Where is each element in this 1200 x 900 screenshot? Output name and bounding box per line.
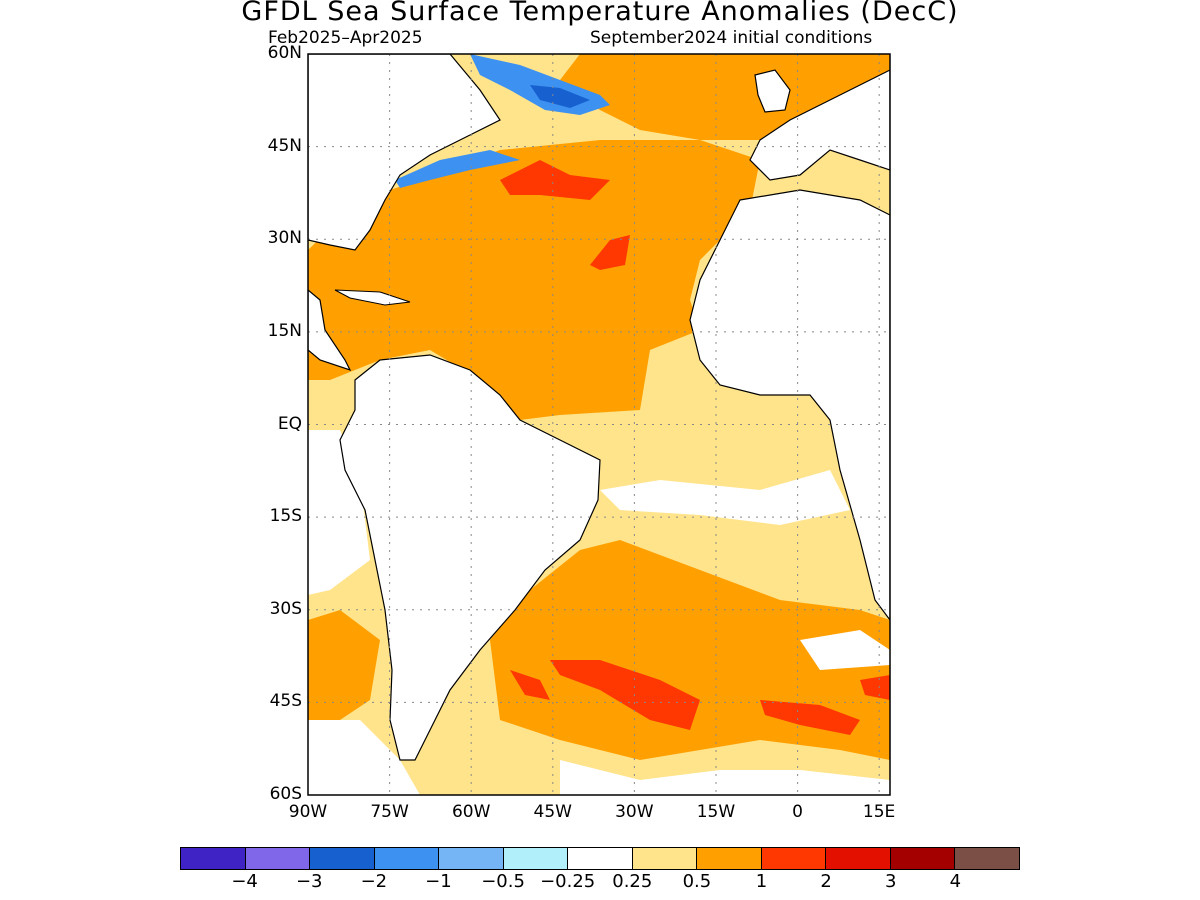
anomaly-red-south-band-2 [760, 700, 860, 735]
anomaly-red-south-band-3 [510, 670, 550, 700]
colorbar-swatch [245, 848, 311, 869]
colorbar-label: 1 [755, 871, 768, 892]
colorbar-swatch [503, 848, 569, 869]
colorbar-label: 4 [949, 871, 962, 892]
longitude-label: 15W [696, 802, 736, 822]
longitude-label: 30W [615, 802, 654, 822]
colorbar-swatch [568, 848, 633, 869]
colorbar-label: 0.25 [612, 871, 653, 892]
map-title: GFDL Sea Surface Temperature Anomalies (… [241, 0, 959, 27]
latitude-label: 60N [267, 43, 302, 63]
anomaly-blue-gulf [395, 150, 520, 188]
colorbar-swatch [826, 848, 891, 869]
latitude-label: 15N [267, 320, 302, 341]
colorbar-swatch [890, 848, 956, 869]
colorbar-label: 2 [820, 871, 832, 892]
anomaly-red-mid-atlantic [590, 235, 630, 270]
land-cuba [334, 289, 411, 306]
colorbar-label: −3 [295, 871, 323, 892]
anomaly-white-central [600, 470, 850, 525]
colorbar-swatch [632, 848, 698, 869]
colorbar-swatch [374, 848, 440, 869]
colorbar-swatch [310, 848, 375, 869]
colorbar-swatch [181, 848, 246, 869]
initial-conditions: September2024 initial conditions [590, 28, 873, 48]
latitude-label: 45N [267, 135, 302, 156]
longitude-label: 75W [370, 802, 409, 822]
latitude-label: 45S [269, 691, 302, 712]
latitude-label: 60S [269, 784, 302, 804]
colorbar-label: −1 [425, 871, 452, 892]
colorbar-label: −4 [231, 871, 258, 892]
anomaly-red-east [860, 675, 890, 700]
colorbar-label: 3 [885, 871, 897, 892]
longitude-label: 45W [533, 802, 572, 822]
latitude-label: 30N [267, 228, 302, 249]
map-frame [307, 53, 891, 796]
anomaly-white-east-south [800, 630, 890, 670]
colorbar-label: −2 [360, 871, 388, 892]
land-uk [754, 69, 791, 113]
latitude-label: 15S [269, 506, 302, 527]
colorbar-swatch [955, 848, 1019, 869]
longitude-label: 60W [451, 802, 491, 822]
land-europe [749, 69, 890, 181]
longitude-label: 15E [862, 802, 896, 822]
longitude-label: 0 [792, 802, 803, 822]
land-africa [689, 189, 890, 621]
colorbar-swatch [697, 848, 762, 869]
grid-lines [308, 54, 890, 795]
longitude-label: 90W [288, 802, 328, 822]
colorbar [180, 847, 1020, 870]
anomaly-red-gulf-stream [500, 160, 610, 200]
anomaly-red-south-band [550, 660, 700, 730]
anomaly-white-south [560, 760, 890, 795]
latitude-label: 30S [269, 598, 302, 619]
colorbar-swatch [761, 848, 827, 869]
forecast-period: Feb2025–Apr2025 [268, 28, 423, 48]
colorbar-label: −0.5 [481, 871, 525, 892]
anomaly-darkblue-labrador [530, 85, 590, 108]
anomaly-orange-north-atlantic [308, 140, 760, 420]
colorbar-label: −0.25 [540, 871, 596, 892]
land-north-america [308, 54, 501, 251]
colorbar-label: 0.5 [682, 871, 712, 892]
colorbar-swatch [439, 848, 504, 869]
latitude-label: EQ [277, 413, 302, 434]
anomaly-orange-southwest [308, 610, 380, 720]
land-central-america [308, 289, 352, 372]
land-south-america [339, 354, 601, 761]
anomaly-orange-north-top [560, 54, 890, 140]
anomaly-white-southwest [308, 720, 420, 795]
